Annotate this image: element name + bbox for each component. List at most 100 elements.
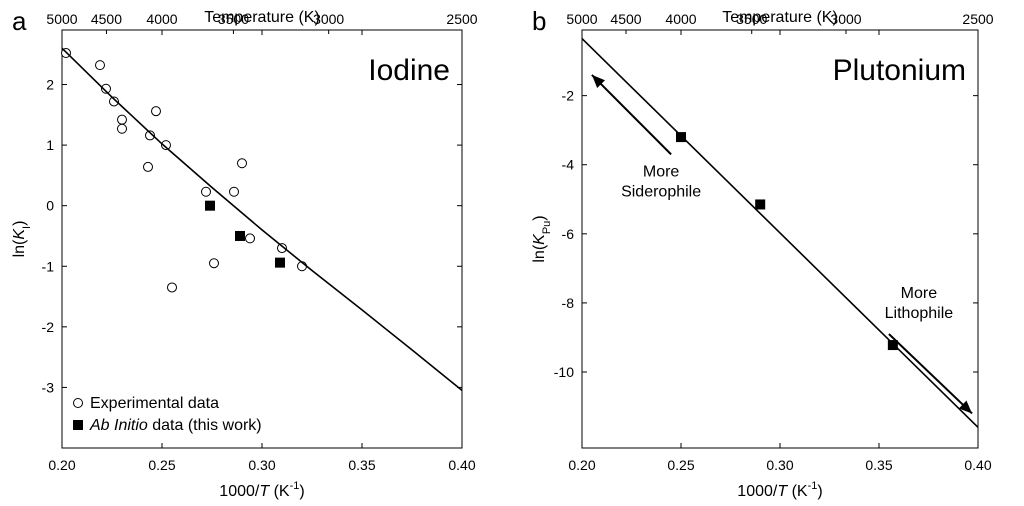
top-tick-label: 5000 xyxy=(566,11,597,27)
experimental-point xyxy=(237,158,247,169)
experimental-point xyxy=(161,140,171,151)
y-axis-label-prefix: ln( xyxy=(531,244,548,262)
y-tick-label: -4 xyxy=(562,157,575,173)
y-axis-label-suffix: ) xyxy=(531,215,548,220)
top-tick-label: 4000 xyxy=(665,11,696,27)
ab-initio-point xyxy=(755,199,766,210)
experimental-point xyxy=(167,282,177,293)
panel-letter: b xyxy=(532,6,546,36)
legend-entry-text: Experimental data xyxy=(90,395,219,412)
legend-marker-circle xyxy=(73,398,83,408)
legend-entry: Experimental data xyxy=(90,395,219,412)
x-axis-label-unit: (K xyxy=(269,483,290,500)
x-axis-label-prefix: 1000/ xyxy=(737,483,778,500)
top-tick-label: 3500 xyxy=(736,11,767,27)
annotation: More Lithophile xyxy=(885,285,973,415)
x-axis-label-sup: -1 xyxy=(290,480,300,492)
experimental-point xyxy=(209,258,219,269)
x-axis-label: 1000/T (K-1) xyxy=(737,480,822,500)
annotation-arrow-shaft xyxy=(591,74,672,156)
y-tick-label: 1 xyxy=(46,137,54,153)
annotation-text: More xyxy=(643,163,680,180)
y-axis-label-sub: I xyxy=(21,226,33,229)
experimental-point xyxy=(95,60,105,71)
experimental-point xyxy=(145,130,155,141)
experimental-point xyxy=(201,186,211,197)
x-tick-label: 0.25 xyxy=(667,457,694,473)
series-open-circle xyxy=(61,48,307,293)
top-tick-label: 2500 xyxy=(962,11,993,27)
y-tick-label: -2 xyxy=(42,319,55,335)
annotation-text: Siderophile xyxy=(621,183,701,200)
legend-entry-italic: Ab Initio xyxy=(89,417,148,434)
y-tick-label: -6 xyxy=(562,226,575,242)
top-tick-label: 3000 xyxy=(313,11,344,27)
panel-b: 0.20 0.25 0.30 0.35 0.40 -2 -4 -6 -8 -10 5000 4500 4… xyxy=(531,6,994,500)
experimental-point xyxy=(101,83,111,94)
x-tick-label: 0.30 xyxy=(766,457,793,473)
element-label: Iodine xyxy=(368,54,450,87)
series-filled-square xyxy=(676,132,898,351)
x-tick-label: 0.20 xyxy=(568,457,595,473)
ab-initio-point xyxy=(235,230,245,241)
annotation-arrow-shaft xyxy=(888,333,973,415)
x-tick-label: 0.40 xyxy=(964,457,991,473)
experimental-point xyxy=(151,106,161,117)
experimental-point xyxy=(109,96,119,107)
top-tick-label: 3500 xyxy=(218,11,249,27)
plot-frame xyxy=(61,29,463,449)
y-tick-label: -1 xyxy=(42,258,55,274)
top-axis-label: Temperature (K) xyxy=(722,9,838,26)
top-tick-label: 2500 xyxy=(446,11,477,27)
x-tick-label: 0.40 xyxy=(448,457,475,473)
experimental-point xyxy=(277,243,287,254)
annotation-text: Lithophile xyxy=(885,305,954,322)
series-line xyxy=(581,38,979,428)
top-tick-label: 4500 xyxy=(91,11,122,27)
top-tick-label: 4500 xyxy=(610,11,641,27)
legend-entry: Ab Initio data (this work) xyxy=(89,417,262,434)
legend-marker-square xyxy=(73,420,83,430)
y-axis-label: ln(KPu) xyxy=(531,215,553,262)
ab-initio-point xyxy=(275,257,285,268)
x-tick-label: 0.35 xyxy=(348,457,375,473)
plot-frame xyxy=(581,29,979,449)
ab-initio-point xyxy=(887,340,898,351)
y-tick-label: 2 xyxy=(46,77,54,93)
ab-initio-point xyxy=(205,200,215,211)
annotation-arrow-head xyxy=(591,74,605,88)
x-axis-label-var: T xyxy=(259,483,270,500)
x-axis-label-sup: -1 xyxy=(808,480,818,492)
ab-initio-point xyxy=(676,132,686,143)
series-line xyxy=(61,47,463,392)
annotation-arrow-head xyxy=(958,400,973,414)
x-axis-label-close: ) xyxy=(817,483,822,500)
panel-a: 0.20 0.25 0.30 0.35 0.40 2 1 0 -1 -2 -3 5000 4500 400… xyxy=(11,6,478,500)
x-axis-label-prefix: 1000/ xyxy=(219,483,260,500)
x-axis-label-var: T xyxy=(777,483,788,500)
y-tick-label: -10 xyxy=(554,364,574,380)
experimental-point xyxy=(245,233,255,244)
experimental-point xyxy=(229,186,239,197)
experimental-point xyxy=(117,114,127,125)
x-tick-label: 0.20 xyxy=(48,457,75,473)
y-axis-label-prefix: ln( xyxy=(11,239,28,257)
legend-entry-text: data (this work) xyxy=(148,417,262,434)
top-tick-label: 4000 xyxy=(146,11,177,27)
element-label: Plutonium xyxy=(833,54,966,87)
y-tick-label: -3 xyxy=(42,379,55,395)
y-axis-label-var: K xyxy=(531,233,548,245)
y-axis-label: ln(KI) xyxy=(11,221,33,258)
x-tick-label: 0.30 xyxy=(248,457,275,473)
top-tick-label: 3000 xyxy=(830,11,861,27)
top-axis-label: Temperature (K) xyxy=(204,9,320,26)
x-tick-label: 0.25 xyxy=(148,457,175,473)
legend: Experimental data Ab Initio data (this wo… xyxy=(73,395,262,434)
y-axis-label-suffix: ) xyxy=(11,221,28,226)
series-filled-square xyxy=(205,200,285,268)
y-axis-label-var: K xyxy=(11,228,28,240)
panel-letter: a xyxy=(12,6,27,36)
y-tick-label: -2 xyxy=(562,88,575,104)
experimental-point xyxy=(143,161,153,172)
